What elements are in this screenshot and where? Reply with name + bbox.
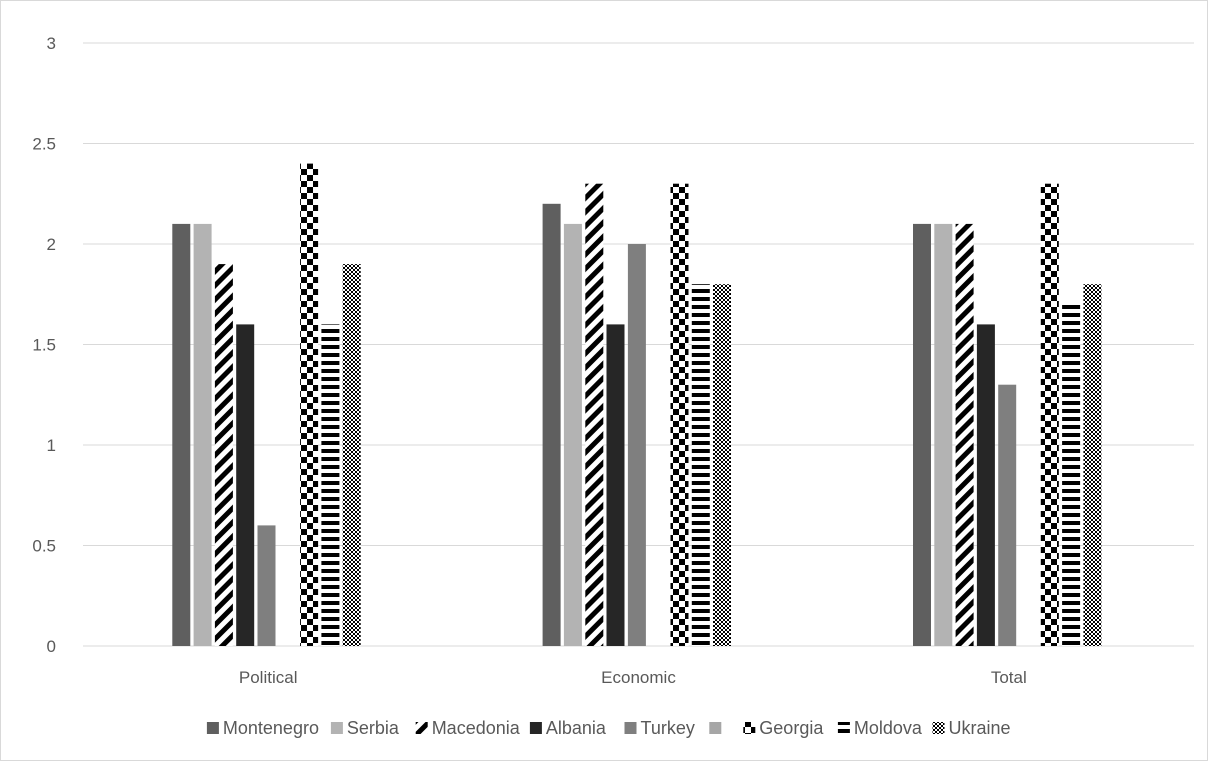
bar-macedonia-economic xyxy=(585,183,604,646)
y-tick-label: 2.5 xyxy=(32,135,56,154)
bar-ukraine-political xyxy=(342,264,361,646)
legend-swatch xyxy=(932,722,945,734)
bar-ukraine-total xyxy=(1083,284,1102,646)
legend-label: Serbia xyxy=(347,718,400,738)
legend-swatch xyxy=(415,722,428,734)
legend-swatch xyxy=(330,722,343,734)
legend: Montenegro Serbia Macedonia Albania Turkey Ge… xyxy=(206,718,1011,738)
bar-turkey-total xyxy=(998,384,1017,646)
y-tick-label: 1.5 xyxy=(32,336,56,355)
bar-serbia-political xyxy=(193,223,212,646)
bars xyxy=(172,163,1102,647)
x-tick-label: Total xyxy=(991,668,1027,687)
y-tick-label: 1 xyxy=(47,436,56,455)
legend-item: Ukraine xyxy=(932,718,1011,738)
bar-ukraine-economic xyxy=(713,284,731,646)
legend-swatch xyxy=(743,722,756,734)
legend-swatch xyxy=(837,722,850,734)
bar-macedonia-total xyxy=(955,223,974,646)
bar-serbia-economic xyxy=(563,223,582,646)
bar-serbia-total xyxy=(934,223,953,646)
bar-moldova-total xyxy=(1062,304,1081,646)
legend-swatch xyxy=(529,722,542,734)
x-tick-label: Economic xyxy=(601,668,676,687)
legend-label: Georgia xyxy=(759,718,824,738)
x-tick-label: Political xyxy=(239,668,298,687)
legend-label: Moldova xyxy=(854,718,923,738)
legend-label: Ukraine xyxy=(949,718,1011,738)
bar-albania-total xyxy=(976,324,995,646)
x-axis-ticks: Political Economic Total xyxy=(239,668,1027,687)
legend-label: Macedonia xyxy=(432,718,521,738)
bar-montenegro-economic xyxy=(542,203,561,647)
legend-item: Turkey xyxy=(624,718,695,738)
legend-item: Albania xyxy=(529,718,607,738)
bar-montenegro-political xyxy=(172,223,191,646)
legend-label: Albania xyxy=(546,718,607,738)
y-tick-label: 2 xyxy=(47,235,56,254)
bar-turkey-political xyxy=(257,525,276,646)
legend-swatch xyxy=(624,722,637,734)
bar-turkey-economic xyxy=(627,244,646,646)
y-tick-label: 3 xyxy=(47,34,56,53)
bar-moldova-political xyxy=(321,324,340,646)
bar-montenegro-total xyxy=(913,223,931,646)
bar-moldova-economic xyxy=(691,284,710,646)
bar-georgia-total xyxy=(1040,183,1059,646)
legend-swatch xyxy=(206,722,219,734)
bar-macedonia-political xyxy=(214,264,233,646)
legend-item: Montenegro xyxy=(206,718,319,738)
legend-item xyxy=(709,722,722,734)
y-tick-label: 0 xyxy=(47,637,56,656)
legend-label: Montenegro xyxy=(223,718,319,738)
legend-item: Moldova xyxy=(837,718,923,738)
bar-albania-economic xyxy=(606,324,625,646)
bar-georgia-political xyxy=(300,163,319,646)
legend-item: Serbia xyxy=(330,718,400,738)
bar-georgia-economic xyxy=(670,183,689,646)
legend-swatch xyxy=(709,722,722,734)
legend-item: Macedonia xyxy=(415,718,521,738)
bar-albania-political xyxy=(236,324,255,646)
y-tick-label: 0.5 xyxy=(32,537,56,556)
legend-item: Georgia xyxy=(743,718,824,738)
legend-label: Turkey xyxy=(641,718,695,738)
y-axis-ticks: 0 0.5 1 1.5 2 2.5 3 xyxy=(32,34,56,656)
